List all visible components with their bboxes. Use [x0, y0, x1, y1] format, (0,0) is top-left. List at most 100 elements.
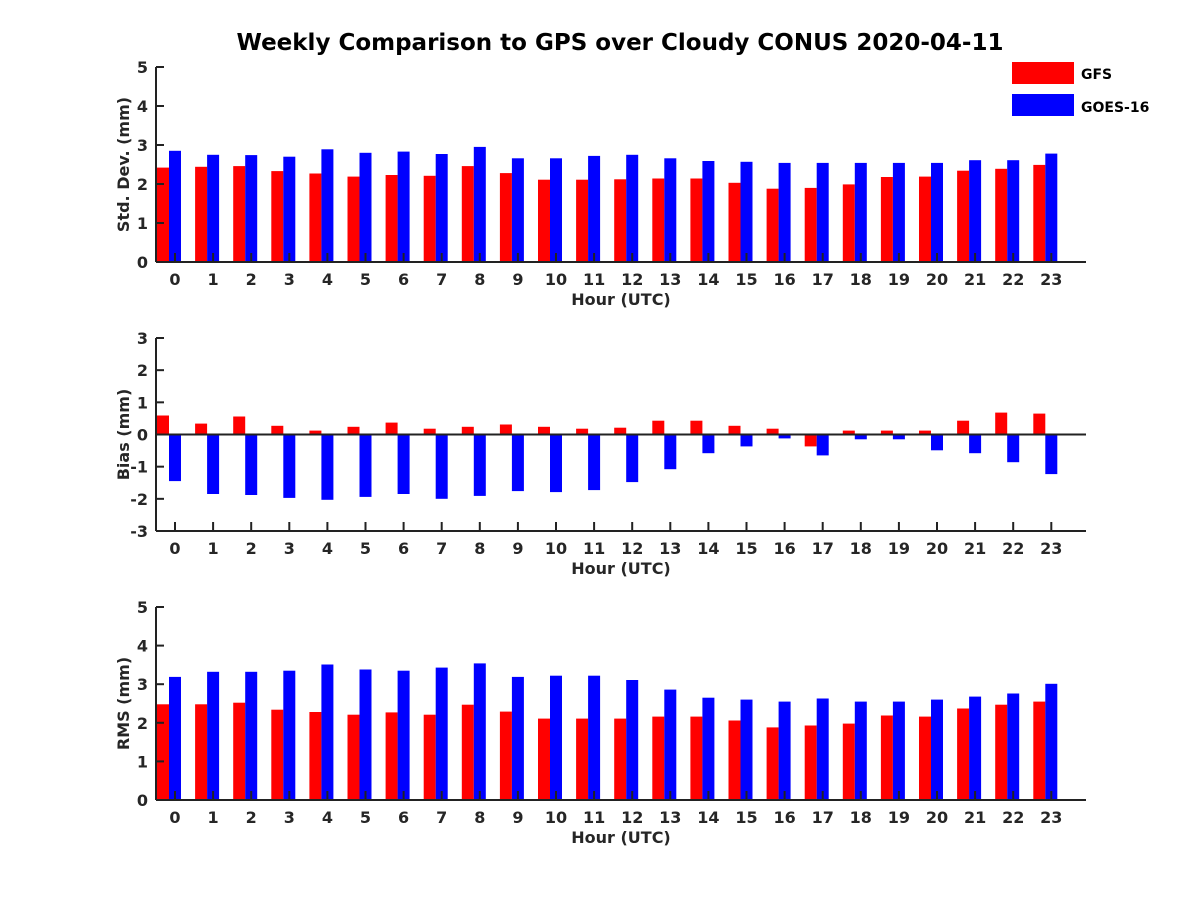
bar-goes16-13 [664, 434, 677, 470]
bar-goes16-0 [169, 434, 181, 482]
y-tick-label: 1 [137, 752, 148, 771]
x-tick-label: 3 [284, 270, 295, 289]
bar-goes16-1 [207, 671, 220, 800]
bar-goes16-5 [359, 669, 372, 800]
x-tick-label: 4 [322, 270, 333, 289]
bar-gfs-21 [957, 708, 970, 800]
x-tick-label: 12 [621, 808, 643, 827]
bar-goes16-9 [511, 158, 524, 262]
bar-gfs-3 [271, 171, 284, 262]
bar-gfs-1 [195, 166, 208, 262]
x-tick-label: 19 [888, 808, 910, 827]
bar-goes16-23 [1045, 153, 1058, 262]
bar-goes16-2 [245, 155, 258, 262]
y-tick-label: 0 [137, 791, 148, 810]
x-tick-label: 7 [436, 539, 447, 558]
bar-goes16-19 [892, 162, 905, 262]
y-tick-label: 4 [137, 97, 148, 116]
bar-goes16-20 [931, 162, 943, 262]
y-tick-label: 5 [137, 598, 148, 617]
bar-gfs-14 [690, 178, 703, 262]
bar-goes16-0 [169, 676, 181, 800]
x-tick-label: 5 [360, 270, 371, 289]
bar-goes16-16 [778, 434, 791, 439]
bar-goes16-14 [702, 697, 715, 800]
bar-goes16-6 [397, 151, 410, 262]
bar-gfs-0 [157, 704, 169, 800]
bar-goes16-22 [1007, 693, 1020, 800]
bar-gfs-2 [233, 702, 246, 800]
x-tick-label: 5 [360, 808, 371, 827]
x-tick-label: 9 [512, 270, 523, 289]
y-tick-label: 2 [137, 361, 148, 380]
y-tick-label: 2 [137, 714, 148, 733]
bar-gfs-5 [347, 714, 360, 800]
x-tick-label: 16 [773, 539, 795, 558]
x-tick-label: 9 [512, 539, 523, 558]
bar-goes16-9 [511, 434, 524, 492]
bar-gfs-20 [919, 430, 931, 435]
x-axis-label: Hour (UTC) [571, 559, 671, 578]
x-tick-label: 10 [545, 270, 567, 289]
y-tick-label: 2 [137, 175, 148, 194]
bar-goes16-3 [283, 434, 296, 498]
x-tick-label: 12 [621, 270, 643, 289]
bar-gfs-1 [195, 704, 208, 800]
x-tick-label: 16 [773, 270, 795, 289]
bar-goes16-4 [321, 149, 334, 262]
x-tick-label: 16 [773, 808, 795, 827]
bar-goes16-18 [854, 162, 867, 262]
bar-goes16-12 [626, 680, 639, 800]
x-tick-label: 17 [812, 270, 834, 289]
y-tick-label: 4 [137, 637, 148, 656]
bar-goes16-17 [816, 698, 829, 800]
bar-goes16-2 [245, 434, 258, 495]
bar-gfs-8 [461, 704, 474, 800]
bar-gfs-12 [614, 179, 627, 262]
bar-gfs-19 [880, 715, 893, 800]
x-tick-label: 1 [208, 808, 219, 827]
bar-gfs-17 [804, 434, 817, 447]
x-tick-label: 13 [659, 270, 681, 289]
y-tick-label: -2 [130, 490, 148, 509]
y-tick-label: 5 [137, 58, 148, 77]
bar-goes16-14 [702, 161, 715, 262]
x-tick-label: 15 [735, 270, 757, 289]
bar-goes16-5 [359, 152, 372, 262]
bar-goes16-19 [892, 434, 905, 440]
bar-gfs-20 [919, 176, 931, 262]
y-tick-label: 3 [137, 136, 148, 155]
bar-goes16-3 [283, 670, 296, 800]
x-tick-label: 14 [697, 270, 719, 289]
bar-gfs-14 [690, 420, 703, 435]
bar-goes16-7 [435, 434, 448, 499]
bar-goes16-11 [588, 155, 601, 262]
bar-gfs-3 [271, 425, 284, 435]
x-tick-label: 8 [474, 539, 485, 558]
x-tick-label: 17 [812, 808, 834, 827]
bar-gfs-6 [385, 712, 398, 800]
y-tick-label: 1 [137, 214, 148, 233]
bar-goes16-5 [359, 434, 372, 497]
bar-gfs-6 [385, 422, 398, 435]
bar-goes16-22 [1007, 434, 1020, 463]
x-tick-label: 13 [659, 808, 681, 827]
bar-goes16-23 [1045, 683, 1058, 800]
bar-gfs-13 [652, 178, 665, 262]
bar-gfs-1 [195, 423, 208, 435]
bar-gfs-7 [423, 175, 436, 262]
bar-gfs-4 [309, 430, 322, 435]
bar-goes16-21 [969, 434, 982, 454]
x-tick-label: 15 [735, 539, 757, 558]
bar-goes16-6 [397, 434, 410, 494]
bar-goes16-1 [207, 154, 220, 263]
bar-goes16-8 [473, 663, 486, 800]
bar-goes16-15 [740, 434, 753, 447]
bar-goes16-0 [169, 150, 181, 262]
bar-gfs-13 [652, 420, 665, 435]
